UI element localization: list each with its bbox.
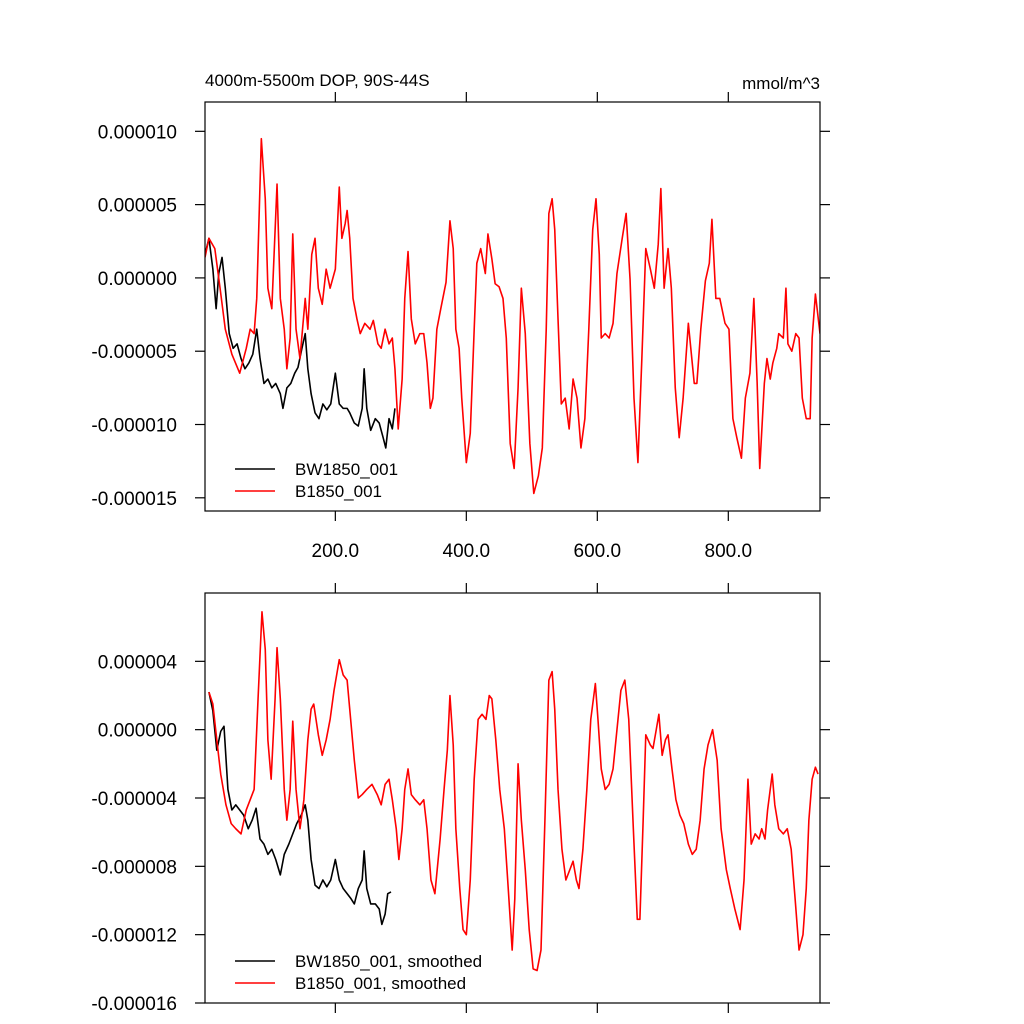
x-tick-label: 200.0 — [312, 541, 360, 562]
y-tick-label: 0.000004 — [98, 652, 178, 673]
plot-area — [208, 610, 819, 972]
y-tick-label: -0.000005 — [91, 342, 177, 363]
legend-label: B1850_001 — [295, 482, 382, 501]
plot-frame — [204, 101, 821, 512]
y-tick-label: -0.000015 — [91, 489, 177, 510]
data-line — [205, 137, 820, 495]
y-tick-label: 0.000010 — [98, 122, 177, 143]
y-tick-label: -0.000016 — [91, 994, 177, 1015]
y-tick-label: -0.000012 — [91, 926, 177, 947]
legend-label: BW1850_001, smoothed — [295, 952, 482, 971]
y-tick-label: 0.000005 — [98, 196, 177, 217]
data-line — [208, 691, 392, 926]
chart-title: 4000m-5500m DOP, 90S-44S — [205, 71, 430, 90]
units-label: mmol/m^3 — [742, 74, 820, 93]
data-line — [205, 237, 396, 449]
plot-area — [205, 137, 820, 495]
y-tick-label: 0.000000 — [98, 721, 177, 742]
y-tick-label: -0.000008 — [91, 857, 177, 878]
y-tick-label: -0.000010 — [91, 416, 177, 437]
legend-label: BW1850_001 — [295, 460, 398, 479]
x-tick-label: 400.0 — [443, 541, 491, 562]
y-tick-label: -0.000004 — [91, 789, 177, 810]
y-tick-label: 0.000000 — [98, 269, 177, 290]
x-tick-label: 800.0 — [705, 541, 753, 562]
data-line — [208, 610, 819, 972]
legend-label: B1850_001, smoothed — [295, 974, 466, 993]
x-tick-label: 600.0 — [574, 541, 622, 562]
